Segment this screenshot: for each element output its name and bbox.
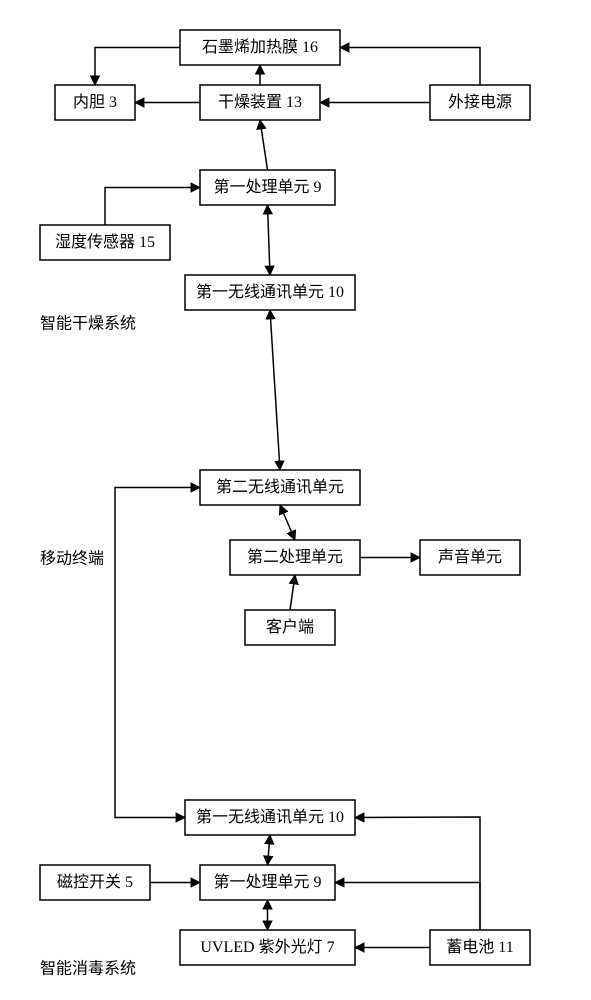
node-label: 第一无线通讯单元 10 xyxy=(196,283,344,301)
node-uvled: UVLED 紫外光灯 7 xyxy=(180,930,355,965)
node-label: 第一处理单元 9 xyxy=(213,178,321,196)
node-radio1a: 第一无线通讯单元 10 xyxy=(185,275,355,310)
node-client: 客户端 xyxy=(245,610,335,645)
node-radio1b: 第一无线通讯单元 10 xyxy=(185,800,355,835)
node-label: 第一无线通讯单元 10 xyxy=(196,808,344,826)
node-battery: 蓄电池 11 xyxy=(430,930,530,965)
node-dryer: 干燥装置 13 xyxy=(200,85,320,120)
node-sound: 声音单元 xyxy=(420,540,520,575)
node-magswitch: 磁控开关 5 xyxy=(40,865,150,900)
node-label: UVLED 紫外光灯 7 xyxy=(200,938,334,956)
node-label: 磁控开关 5 xyxy=(57,873,133,891)
section-label-disinfect: 智能消毒系统 xyxy=(40,960,136,978)
section-label-mobile: 移动终端 xyxy=(40,550,104,568)
node-label: 蓄电池 11 xyxy=(446,938,513,956)
node-inner: 内胆 3 xyxy=(55,85,135,120)
node-label: 湿度传感器 15 xyxy=(55,233,155,251)
node-proc1b: 第一处理单元 9 xyxy=(200,865,335,900)
node-power: 外接电源 xyxy=(430,85,530,120)
node-radio2: 第二无线通讯单元 xyxy=(200,470,360,505)
node-label: 第二处理单元 xyxy=(247,548,343,566)
node-label: 第二无线通讯单元 xyxy=(216,478,344,496)
node-label: 声音单元 xyxy=(438,548,502,566)
node-graphene: 石墨烯加热膜 16 xyxy=(180,30,340,65)
section-label-drying: 智能干燥系统 xyxy=(40,315,136,333)
node-humidity: 湿度传感器 15 xyxy=(40,225,170,260)
node-label: 第一处理单元 9 xyxy=(213,873,321,891)
node-proc2: 第二处理单元 xyxy=(230,540,360,575)
node-label: 客户端 xyxy=(266,618,314,636)
node-proc1a: 第一处理单元 9 xyxy=(200,170,335,205)
node-label: 干燥装置 13 xyxy=(218,93,302,111)
node-label: 内胆 3 xyxy=(73,93,117,111)
node-label: 外接电源 xyxy=(448,93,512,111)
node-label: 石墨烯加热膜 16 xyxy=(202,38,318,56)
